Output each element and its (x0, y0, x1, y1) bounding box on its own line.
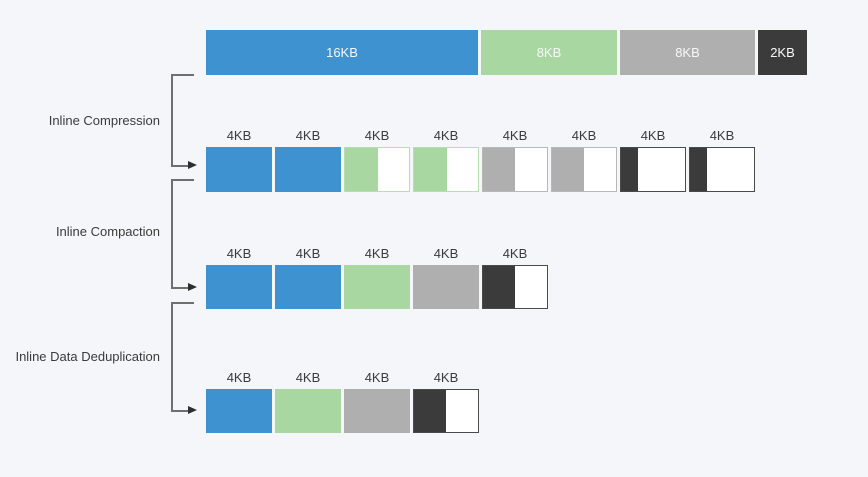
block-size-label: 4KB (433, 128, 459, 143)
after-compaction-block (344, 265, 410, 309)
block-size-label: 4KB (433, 246, 459, 261)
after-deduplication-cell-1: 4KB (275, 370, 341, 433)
block-size-label: 2KB (770, 45, 795, 60)
block-size-label: 4KB (295, 246, 321, 261)
block-size-label: 4KB (295, 370, 321, 385)
after-deduplication-cell-2: 4KB (344, 370, 410, 433)
after-compression-block (482, 147, 548, 192)
block-size-label: 8KB (536, 45, 562, 60)
original-data-block: 16KB (206, 30, 478, 75)
after-compaction-block (413, 265, 479, 309)
after-deduplication-block (413, 389, 479, 433)
after-compaction-cell-3: 4KB (413, 246, 479, 309)
block-size-label: 4KB (433, 370, 459, 385)
block-used-fill (621, 148, 639, 191)
original-data-block: 8KB (620, 30, 755, 75)
block-used-fill (483, 148, 515, 191)
connector-arrow-segment-0 (171, 165, 188, 167)
original-data-block: 8KB (481, 30, 617, 75)
after-compression-block (413, 147, 479, 192)
connector-arrow-segment-1 (171, 287, 188, 289)
block-size-label: 4KB (364, 128, 390, 143)
block-used-fill (414, 390, 446, 432)
row-after-compaction: 4KB 4KB 4KB 4KB 4KB (206, 246, 548, 309)
stage-label-inline-compression: Inline Compression (48, 113, 160, 128)
block-size-label: 4KB (226, 246, 252, 261)
after-compaction-cell-2: 4KB (344, 246, 410, 309)
after-compression-cell-1: 4KB (275, 128, 341, 192)
connector-top-segment-2 (171, 302, 194, 304)
connector-top-segment-0 (171, 74, 194, 76)
block-size-label: 4KB (226, 128, 252, 143)
after-deduplication-block (206, 389, 272, 433)
after-compaction-block (206, 265, 272, 309)
after-compression-cell-6: 4KB (620, 128, 686, 192)
after-compression-cell-3: 4KB (413, 128, 479, 192)
block-size-label: 4KB (226, 370, 252, 385)
after-deduplication-block (344, 389, 410, 433)
after-compression-block (206, 147, 272, 192)
arrowhead-icon-0 (188, 161, 197, 170)
after-compression-cell-4: 4KB (482, 128, 548, 192)
after-compaction-cell-0: 4KB (206, 246, 272, 309)
after-compression-block (620, 147, 686, 192)
row-original-data: 16KB 8KB 8KB 2KB (206, 30, 807, 75)
block-size-label: 4KB (295, 128, 321, 143)
connector-vertical-segment-2 (171, 302, 173, 411)
after-compaction-block (275, 265, 341, 309)
after-compression-block (344, 147, 410, 192)
block-size-label: 4KB (502, 246, 528, 261)
row-after-deduplication: 4KB 4KB 4KB 4KB (206, 370, 479, 433)
connector-top-segment-1 (171, 179, 194, 181)
after-deduplication-cell-3: 4KB (413, 370, 479, 433)
block-size-label: 4KB (709, 128, 735, 143)
block-size-label: 16KB (326, 45, 358, 60)
after-deduplication-cell-0: 4KB (206, 370, 272, 433)
original-data-cell-1: 8KB (481, 30, 617, 75)
arrowhead-icon-1 (188, 283, 197, 292)
after-compression-block (551, 147, 617, 192)
after-compression-cell-2: 4KB (344, 128, 410, 192)
original-data-cell-3: 2KB (758, 30, 807, 75)
stage-label-inline-data-deduplication: Inline Data Deduplication (15, 349, 160, 364)
connector-arrow-segment-2 (171, 410, 188, 412)
arrowhead-icon-2 (188, 406, 197, 415)
original-data-block: 2KB (758, 30, 807, 75)
original-data-cell-0: 16KB (206, 30, 478, 75)
block-used-fill (552, 148, 584, 191)
connector-vertical-segment-1 (171, 179, 173, 288)
block-size-label: 4KB (502, 128, 528, 143)
block-size-label: 4KB (364, 370, 390, 385)
block-used-fill (414, 148, 448, 191)
block-used-fill (483, 266, 515, 308)
block-size-label: 4KB (364, 246, 390, 261)
after-compression-block (275, 147, 341, 192)
original-data-cell-2: 8KB (620, 30, 755, 75)
after-compression-cell-7: 4KB (689, 128, 755, 192)
after-deduplication-block (275, 389, 341, 433)
after-compaction-block (482, 265, 548, 309)
after-compression-cell-0: 4KB (206, 128, 272, 192)
row-after-compression: 4KB 4KB 4KB 4KB 4KB 4KB 4KB 4KB (206, 128, 755, 192)
after-compression-block (689, 147, 755, 192)
block-size-label: 4KB (571, 128, 597, 143)
stage-label-inline-compaction: Inline Compaction (55, 224, 160, 239)
block-used-fill (690, 148, 708, 191)
after-compression-cell-5: 4KB (551, 128, 617, 192)
block-used-fill (345, 148, 379, 191)
block-size-label: 8KB (675, 45, 700, 60)
after-compaction-cell-1: 4KB (275, 246, 341, 309)
block-size-label: 4KB (640, 128, 666, 143)
after-compaction-cell-4: 4KB (482, 246, 548, 309)
connector-vertical-segment-0 (171, 74, 173, 166)
